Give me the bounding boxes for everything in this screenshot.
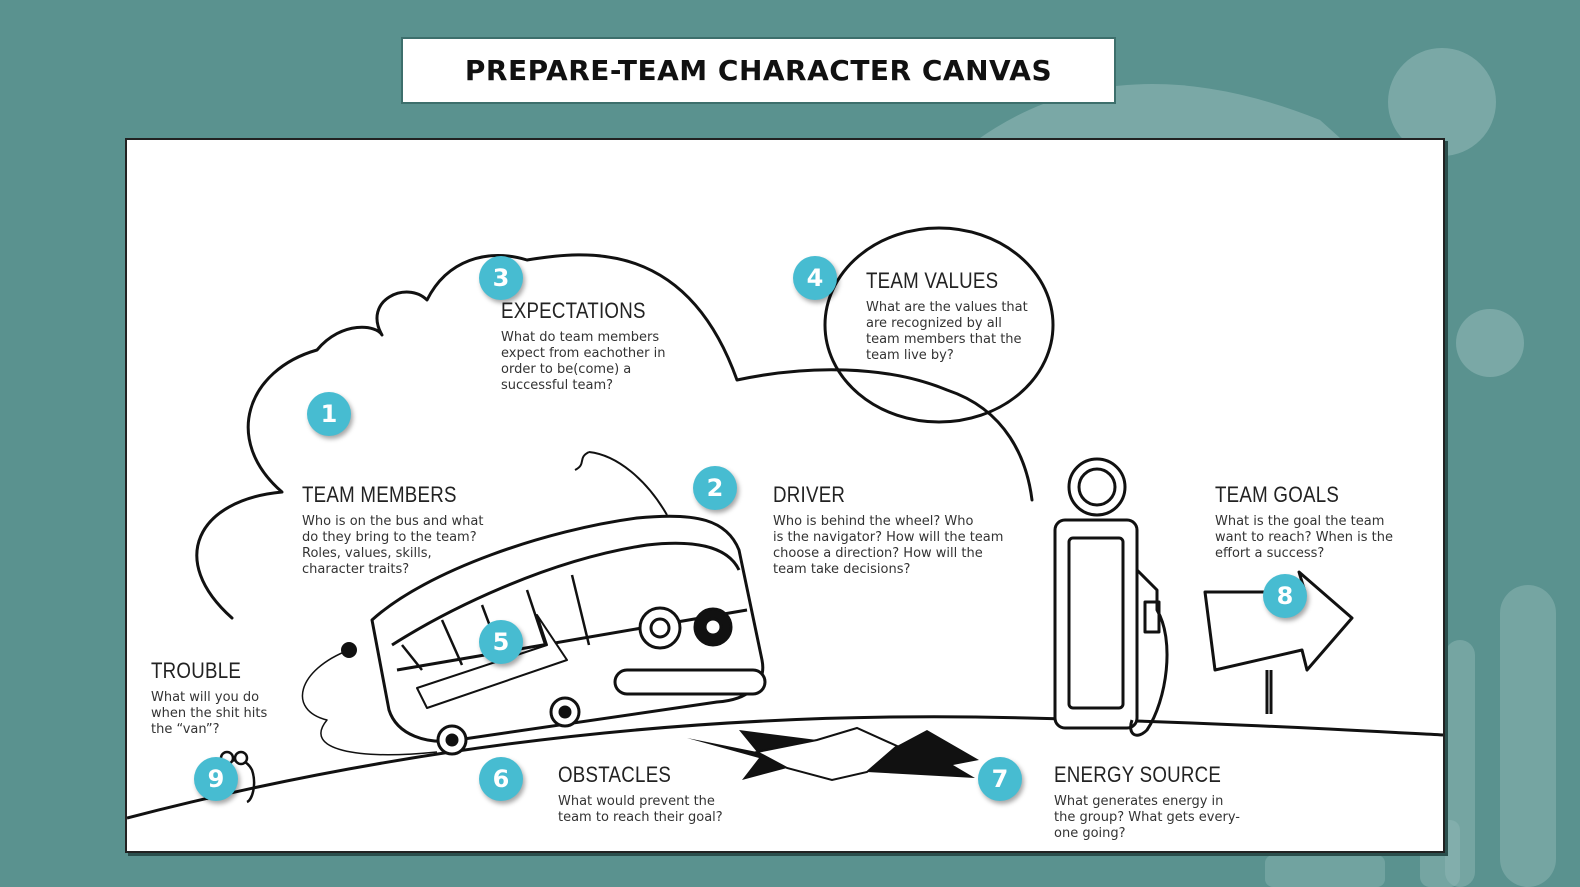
trouble-description: What will you do when the shit hits the …	[151, 690, 268, 737]
section-team-values: TEAM VALUES What are the values that are…	[866, 268, 1056, 364]
expectations-title: EXPECTATIONS	[501, 298, 646, 323]
canvas-illustration	[127, 226, 1443, 820]
badge-3: 3	[479, 256, 523, 300]
expectations-description: What do team members expect from eachoth…	[501, 330, 666, 393]
page-title: PREPARE-TEAM CHARACTER CANVAS	[464, 54, 1053, 87]
team-values-description: What are the values that are recognized …	[866, 300, 1028, 363]
obstacles-title: OBSTACLES	[558, 762, 672, 787]
ground-crack-icon	[687, 726, 979, 782]
driver-description: Who is behind the wheel? Who is the navi…	[773, 514, 1004, 577]
section-obstacles: OBSTACLES What would prevent the team to…	[558, 762, 758, 826]
section-driver: DRIVER Who is behind the wheel? Who is t…	[773, 482, 1043, 578]
trouble-title: TROUBLE	[151, 658, 242, 683]
badge-1: 1	[307, 392, 351, 436]
canvas-card: TEAM MEMBERS Who is on the bus and what …	[125, 138, 1445, 853]
team-members-description: Who is on the bus and what do they bring…	[302, 514, 484, 577]
badge-2: 2	[693, 466, 737, 510]
obstacles-description: What would prevent the team to reach the…	[558, 794, 723, 825]
section-trouble: TROUBLE What will you do when the shit h…	[151, 658, 301, 738]
team-values-bubble	[823, 226, 1055, 424]
bus-icon	[301, 451, 767, 756]
energy-source-title: ENERGY SOURCE	[1054, 762, 1222, 787]
fuel-pump-icon	[1053, 457, 1169, 737]
section-team-members: TEAM MEMBERS Who is on the bus and what …	[302, 482, 522, 578]
badge-7: 7	[978, 757, 1022, 801]
team-values-title: TEAM VALUES	[866, 268, 999, 293]
section-energy-source: ENERGY SOURCE What generates energy in t…	[1054, 762, 1274, 842]
energy-source-description: What generates energy in the group? What…	[1054, 794, 1240, 841]
team-goals-description: What is the goal the team want to reach?…	[1215, 514, 1394, 561]
badge-6: 6	[479, 757, 523, 801]
exhaust-puff-icon	[341, 642, 357, 658]
badge-4: 4	[793, 256, 837, 300]
title-box: PREPARE-TEAM CHARACTER CANVAS	[401, 37, 1116, 104]
section-team-goals: TEAM GOALS What is the goal the team wan…	[1215, 482, 1425, 562]
driver-title: DRIVER	[773, 482, 846, 507]
badge-5: 5	[479, 620, 523, 664]
ground-line	[127, 715, 1443, 820]
thought-cloud	[195, 253, 1034, 620]
team-goals-title: TEAM GOALS	[1215, 482, 1340, 507]
badge-9: 9	[194, 757, 238, 801]
badge-8: 8	[1263, 574, 1307, 618]
team-members-title: TEAM MEMBERS	[302, 482, 457, 507]
section-expectations: EXPECTATIONS What do team members expect…	[501, 298, 721, 394]
